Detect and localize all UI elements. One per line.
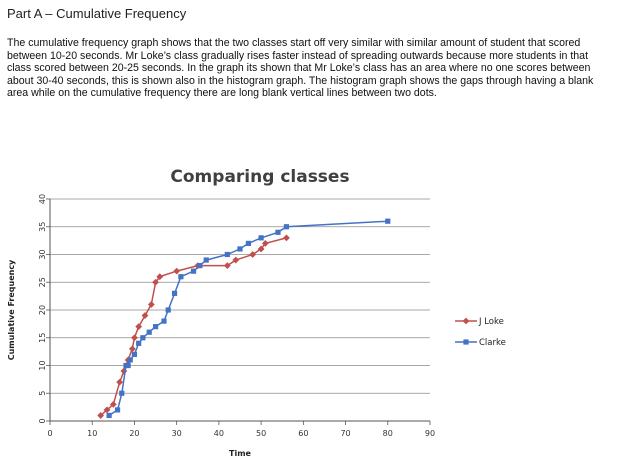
data-point (161, 318, 167, 324)
axes (46, 198, 431, 425)
data-point (152, 324, 159, 330)
data-point (135, 323, 143, 331)
y-tick-label: 10 (38, 360, 47, 370)
data-point (261, 240, 269, 247)
legend-label: J Loke (478, 317, 504, 327)
data-point (97, 412, 105, 419)
y-tick-label: 15 (38, 333, 47, 343)
data-point (237, 246, 243, 252)
data-point (109, 400, 117, 408)
data-point (197, 263, 203, 269)
series-group (97, 218, 391, 419)
series-line (100, 237, 287, 416)
data-point (245, 240, 252, 246)
y-tick-label: 5 (38, 391, 47, 396)
legend-item: Clarke (455, 338, 506, 348)
chart-title: Comparing classes (170, 167, 349, 187)
x-tick-label: 20 (129, 429, 139, 438)
x-tick-label: 60 (298, 429, 308, 438)
data-point (173, 267, 181, 275)
data-point (462, 317, 470, 325)
y-tick-label: 0 (38, 418, 47, 423)
x-tick-label: 30 (172, 429, 182, 438)
data-point (165, 307, 171, 313)
data-point (385, 218, 391, 224)
data-point (275, 229, 281, 235)
data-point (103, 406, 111, 414)
data-point (283, 224, 290, 230)
data-point (131, 334, 138, 342)
series-line (108, 220, 388, 417)
data-point (128, 345, 136, 353)
x-tick-label: 90 (425, 429, 435, 438)
data-point (178, 274, 184, 280)
data-point (127, 357, 133, 363)
legend-item: J Loke (455, 317, 504, 327)
data-point (171, 290, 178, 296)
y-axis-label: Cumulative Frequency (7, 259, 16, 360)
data-point (106, 412, 112, 419)
data-point (131, 351, 138, 357)
legend: J Loke Clarke (455, 317, 506, 348)
data-point (119, 390, 125, 396)
data-point (114, 407, 121, 413)
data-point (224, 251, 230, 258)
series-clarke (106, 218, 391, 419)
data-point (232, 256, 240, 264)
x-axis-label: Time (229, 449, 252, 458)
data-point (147, 301, 155, 308)
description-paragraph: The cumulative frequency graph shows tha… (7, 37, 594, 100)
data-point (463, 339, 469, 345)
x-tick-label: 70 (340, 429, 350, 438)
y-tick-label: 40 (38, 194, 47, 204)
data-point (125, 362, 131, 369)
data-point (116, 378, 124, 386)
data-point (258, 235, 264, 241)
legend-label: Clarke (479, 338, 506, 348)
data-point (257, 245, 265, 253)
data-point (146, 329, 152, 335)
data-point (156, 273, 164, 281)
data-point (283, 234, 290, 242)
data-point (141, 312, 149, 319)
x-tick-label: 40 (214, 429, 224, 438)
y-tick-label: 20 (38, 305, 47, 315)
x-tick-label: 50 (256, 429, 266, 438)
data-point (249, 251, 257, 258)
y-tick-label: 30 (38, 249, 47, 259)
page-heading: Part A – Cumulative Frequency (7, 6, 187, 21)
x-tick-label: 10 (87, 429, 97, 438)
x-tick-label: 80 (383, 429, 393, 438)
data-point (190, 268, 197, 274)
gridlines (50, 198, 430, 394)
y-tick-label: 25 (38, 277, 47, 287)
data-point (223, 262, 231, 269)
series-j-loke (97, 234, 290, 419)
x-tick-label: 0 (47, 429, 52, 438)
y-tick-label: 35 (38, 222, 47, 232)
data-point (136, 340, 142, 346)
data-point (152, 278, 159, 286)
data-point (203, 257, 209, 263)
tick-labels: 0 5 10 15 20 25 30 35 40 0 10 20 30 40 50 60 70 80 90 (38, 194, 435, 438)
data-point (140, 335, 146, 341)
